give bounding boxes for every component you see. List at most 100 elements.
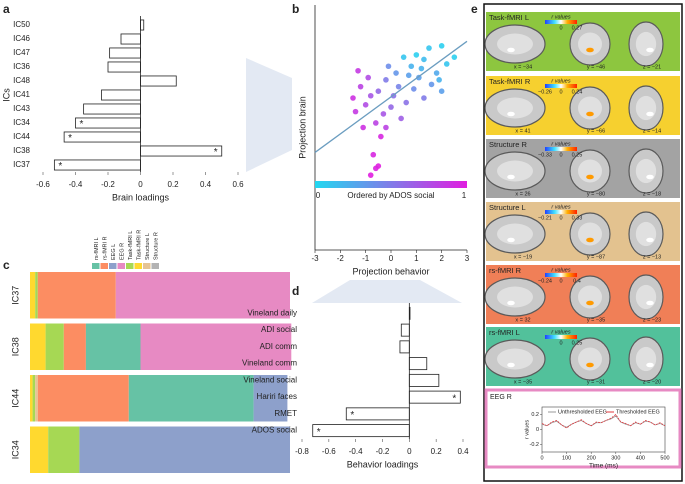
legend-label: Task-fMRI L	[128, 231, 134, 260]
category-label: IC34	[10, 440, 20, 459]
category-label: Vineland comm	[242, 359, 297, 368]
brain-inner	[578, 347, 602, 371]
slice-coordinate: y = −31	[587, 379, 605, 385]
point	[378, 133, 384, 140]
category-label: IC37	[10, 286, 20, 305]
point	[411, 86, 417, 92]
bar	[101, 89, 141, 101]
slice-coordinate: z = −18	[643, 191, 661, 197]
bar-segment	[30, 272, 36, 319]
bar	[109, 47, 141, 59]
activation	[645, 111, 655, 117]
bar	[140, 145, 223, 157]
scale-label: r values	[551, 78, 571, 84]
slice-coordinate: x = 41	[515, 128, 530, 134]
brain-inner	[497, 160, 533, 182]
category-label: ADI comm	[260, 342, 298, 351]
x-tick-label: -0.4	[349, 447, 363, 456]
legend-label: Task-fMRI R	[136, 230, 142, 260]
slice-coordinate: z = −13	[643, 254, 661, 260]
legend-label: EEG L	[111, 244, 117, 260]
x-tick-label: -3	[311, 254, 319, 263]
activation	[585, 174, 595, 180]
y-tick-label: -0.2	[530, 442, 539, 448]
point	[367, 172, 374, 178]
activation	[506, 174, 516, 180]
activation	[585, 362, 595, 368]
x-tick-label: -0.6	[322, 447, 336, 456]
category-label: IC38	[13, 146, 30, 155]
x-tick-label: 0	[138, 180, 143, 189]
fit-line	[314, 40, 468, 153]
x-tick-label: 0.2	[431, 447, 443, 456]
panel-label: a	[3, 2, 10, 16]
scale-tick-label: −0.26	[538, 89, 552, 95]
legend-swatch	[143, 263, 151, 269]
bar	[63, 131, 141, 143]
category-label: ADI social	[261, 325, 297, 334]
category-label: Vineland social	[243, 375, 297, 384]
brain-inner	[635, 284, 657, 310]
x-tick-label: 0.4	[200, 180, 212, 189]
bar-segment	[30, 375, 33, 422]
x-tick-label: 0.4	[457, 447, 469, 456]
map-title: Structure L	[489, 203, 526, 212]
point	[405, 72, 412, 79]
y-axis-label: ICs	[1, 88, 11, 102]
map-title: rs-fMRI R	[489, 266, 522, 275]
bar	[107, 61, 141, 73]
panel-label: d	[292, 284, 299, 298]
category-label: IC37	[13, 160, 30, 169]
bar-segment	[37, 272, 116, 319]
brain-inner	[497, 348, 533, 370]
x-axis-label: Brain loadings	[112, 192, 170, 202]
category-label: ADOS social	[252, 426, 298, 435]
x-tick-label: 300	[611, 455, 620, 461]
panel-label: c	[3, 258, 10, 272]
series-line	[541, 413, 666, 429]
significance-star: *	[452, 393, 456, 404]
scale-tick-label: 0.27	[572, 25, 583, 31]
colorbar-tick-label: 0	[316, 191, 321, 200]
slice-coordinate: y = −66	[587, 128, 605, 134]
category-label: RMET	[274, 409, 297, 418]
y-tick-label: 0	[536, 427, 539, 433]
brain-inner	[635, 31, 657, 57]
point	[443, 61, 450, 67]
point	[398, 115, 404, 122]
bar	[83, 103, 141, 115]
point	[438, 43, 445, 49]
brain-inner	[635, 221, 657, 247]
point	[375, 88, 382, 95]
colorbar-label: Ordered by ADOS social	[347, 191, 434, 200]
bar	[399, 340, 410, 354]
x-tick-label: 2	[439, 254, 444, 263]
brain-inner	[578, 96, 602, 120]
activation	[585, 237, 595, 243]
legend-swatch	[92, 263, 100, 269]
scale-tick-label: 0	[559, 89, 562, 95]
brain-inner	[578, 32, 602, 56]
panel-label: b	[292, 2, 299, 16]
point	[436, 77, 442, 83]
x-tick-label: -0.6	[36, 180, 50, 189]
scale-tick-label: 0.4	[573, 278, 581, 284]
point	[426, 45, 432, 51]
bar	[408, 373, 440, 387]
slice-coordinate: x = −34	[514, 64, 532, 70]
x-tick-label: -0.2	[101, 180, 115, 189]
bar-segment	[35, 375, 38, 422]
activation	[506, 237, 516, 243]
bar	[312, 424, 410, 438]
x-tick-label: 0	[540, 455, 543, 461]
panel-label: e	[471, 2, 478, 16]
bar	[400, 323, 410, 337]
x-tick-label: 400	[636, 455, 645, 461]
category-label: IC46	[13, 34, 30, 43]
brain-inner	[635, 346, 657, 372]
scale-label: r values	[551, 141, 571, 147]
x-tick-label: 0	[407, 447, 412, 456]
x-tick-label: -0.8	[295, 447, 309, 456]
activation	[585, 300, 595, 306]
